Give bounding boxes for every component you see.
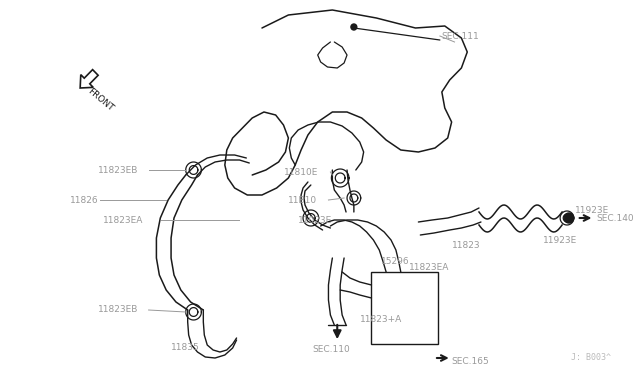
Text: SEC.110: SEC.110 (313, 346, 351, 355)
Text: SEC.165: SEC.165 (452, 357, 490, 366)
Text: 11923E: 11923E (543, 235, 577, 244)
Text: 11823EA: 11823EA (408, 263, 449, 273)
Text: 11810E: 11810E (284, 167, 318, 176)
Text: 11823EB: 11823EB (98, 305, 138, 314)
Text: SEC.140: SEC.140 (596, 214, 634, 222)
Text: 11923E: 11923E (575, 205, 609, 215)
Text: 11023E: 11023E (298, 215, 332, 224)
Text: J: B003^: J: B003^ (571, 353, 611, 362)
Text: 11826: 11826 (70, 196, 99, 205)
Circle shape (564, 213, 574, 223)
Text: 11823EB: 11823EB (98, 166, 138, 174)
Text: 11823+A: 11823+A (360, 315, 402, 324)
Text: SEC.111: SEC.111 (442, 32, 479, 41)
Text: 15296: 15296 (381, 257, 410, 266)
Text: FRONT: FRONT (86, 87, 115, 113)
Bar (371, 272, 438, 344)
Text: 11823EA: 11823EA (102, 215, 143, 224)
Text: 11823: 11823 (452, 241, 480, 250)
Polygon shape (80, 70, 98, 88)
Text: 11835: 11835 (171, 343, 200, 353)
Circle shape (351, 24, 357, 30)
Text: 11B10: 11B10 (289, 196, 317, 205)
